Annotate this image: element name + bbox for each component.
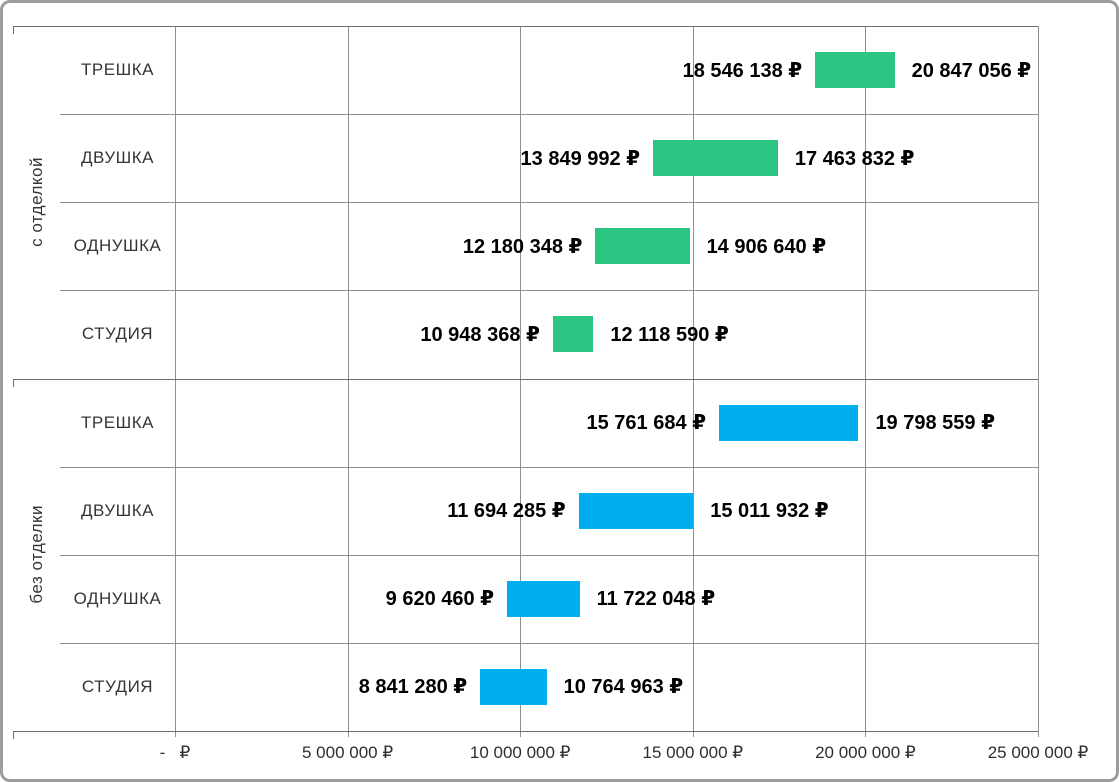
category-label: СТУДИЯ (81, 676, 154, 696)
plot-top-line (13, 26, 1038, 27)
range-bar (653, 140, 778, 177)
row-separator-line (60, 290, 1038, 292)
row-separator-line (60, 554, 1038, 556)
x-axis-tick-label: 10 000 000 ₽ (469, 743, 571, 762)
min-value-label: 18 546 138 ₽ (682, 59, 803, 82)
x-gridline (347, 26, 349, 737)
axis-tick-stub (13, 731, 14, 739)
x-axis-tick-label: 25 000 000 ₽ (987, 743, 1089, 762)
min-value-label: 10 948 368 ₽ (420, 323, 540, 346)
max-value-label: 15 011 932 ₽ (710, 500, 829, 523)
x-gridline (520, 26, 522, 737)
group-label-with-finishing: с отделкой (13, 26, 60, 379)
x-gridline (175, 26, 176, 737)
x-gridline (1038, 26, 1039, 737)
min-value-label: 8 841 280 ₽ (358, 676, 468, 699)
group-label-text: с отделкой (26, 157, 46, 248)
min-value-label: 9 620 460 ₽ (385, 588, 495, 611)
min-value-label: 12 180 348 ₽ (462, 235, 583, 258)
x-gridline (865, 26, 867, 737)
x-axis-tick-label: 15 000 000 ₽ (642, 743, 744, 762)
category-label: ТРЕШКА (81, 412, 154, 432)
axis-tick-stub (13, 378, 14, 387)
min-value-label: 13 849 992 ₽ (520, 147, 641, 170)
range-bar (578, 492, 694, 529)
max-value-label: 20 847 056 ₽ (911, 59, 1032, 82)
group-label-without-finishing: без отделки (13, 379, 60, 732)
row-separator-line (60, 114, 1038, 116)
x-axis-line (13, 731, 1038, 732)
min-value-label: 11 694 285 ₽ (447, 500, 566, 523)
range-bar (719, 404, 859, 441)
group-label-text: без отделки (26, 505, 46, 605)
category-label: ДВУШКА (81, 148, 154, 168)
x-gridline (692, 26, 694, 737)
category-label: ОДНУШКА (73, 236, 162, 256)
row-separator-line (60, 466, 1038, 468)
max-value-label: 17 463 832 ₽ (794, 147, 915, 170)
group-separator-line (13, 378, 1038, 380)
row-separator-line (60, 642, 1038, 644)
category-label: ДВУШКА (81, 500, 154, 520)
range-bar (552, 316, 594, 353)
row-separator-line (60, 202, 1038, 204)
max-value-label: 19 798 559 ₽ (875, 412, 996, 435)
min-value-label: 15 761 684 ₽ (586, 412, 707, 435)
max-value-label: 12 118 590 ₽ (610, 323, 729, 346)
range-bar (480, 668, 547, 705)
range-bar (507, 580, 580, 617)
range-bar (595, 228, 690, 265)
category-label: СТУДИЯ (81, 324, 154, 344)
x-axis-tick-label: - ₽ (159, 743, 191, 762)
max-value-label: 14 906 640 ₽ (706, 235, 827, 258)
max-value-label: 11 722 048 ₽ (596, 588, 716, 611)
x-axis-tick-label: 20 000 000 ₽ (815, 743, 916, 762)
axis-tick-stub (13, 26, 14, 34)
range-bar (815, 52, 895, 89)
category-label: ТРЕШКА (81, 60, 154, 80)
x-axis-tick-label: 5 000 000 ₽ (302, 743, 394, 762)
category-label: ОДНУШКА (73, 588, 162, 608)
max-value-label: 10 764 963 ₽ (563, 676, 684, 699)
